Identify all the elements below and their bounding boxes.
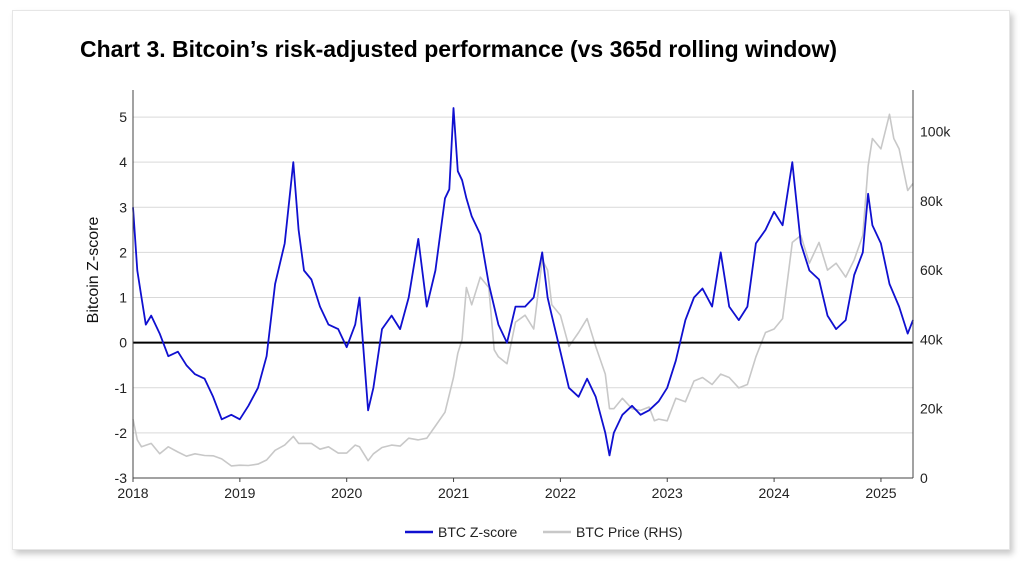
y-axis-label: Bitcoin Z-score (85, 217, 102, 324)
y2-tick-label-80k: 80k (920, 193, 944, 209)
x-tick-label-2020: 2020 (331, 485, 362, 501)
y2-tick-label-20k: 20k (920, 401, 944, 417)
x-tick-label-2024: 2024 (759, 485, 790, 501)
y2-tick-label-60k: 60k (920, 262, 944, 278)
y-tick-label-0: 0 (119, 335, 127, 351)
y-tick-label-1: 1 (119, 290, 127, 306)
x-tick-label-2018: 2018 (117, 485, 148, 501)
x-tick-label-2019: 2019 (224, 485, 255, 501)
y-tick-label--2: -2 (115, 425, 128, 441)
price-series-layer (132, 113, 914, 467)
zscore-series-layer (132, 107, 914, 457)
series-line-btc-price (132, 113, 914, 467)
x-tick-label-2021: 2021 (438, 485, 469, 501)
y-tick-label-4: 4 (119, 154, 127, 170)
axes (132, 90, 914, 482)
legend-label-0: BTC Z-score (438, 524, 518, 540)
series-line-btc-zscore (132, 107, 914, 457)
y-tick-label-3: 3 (119, 199, 127, 215)
legend: BTC Z-score BTC Price (RHS) (405, 524, 683, 540)
y-tick-label-5: 5 (119, 109, 127, 125)
y-tick-label--3: -3 (115, 470, 128, 486)
y2-tick-label-0: 0 (920, 470, 928, 486)
y-tick-label--1: -1 (115, 380, 128, 396)
x-tick-label-2025: 2025 (865, 485, 896, 501)
x-tick-label-2023: 2023 (652, 485, 683, 501)
y2-tick-label-40k: 40k (920, 331, 944, 347)
chart-frame (12, 10, 1010, 550)
tick-labels: -3 -2 -1 0 1 2 3 4 5 0 20k 40k 60k 80k 100k 2018 2019 202… (115, 109, 952, 501)
y2-tick-label-100k: 100k (920, 124, 951, 140)
chart-title: Chart 3. Bitcoin’s risk-adjusted perform… (80, 36, 838, 62)
x-tick-label-2022: 2022 (545, 485, 576, 501)
legend-label-1: BTC Price (RHS) (576, 524, 683, 540)
grid-lines (133, 116, 913, 479)
y-tick-label-2: 2 (119, 244, 127, 260)
